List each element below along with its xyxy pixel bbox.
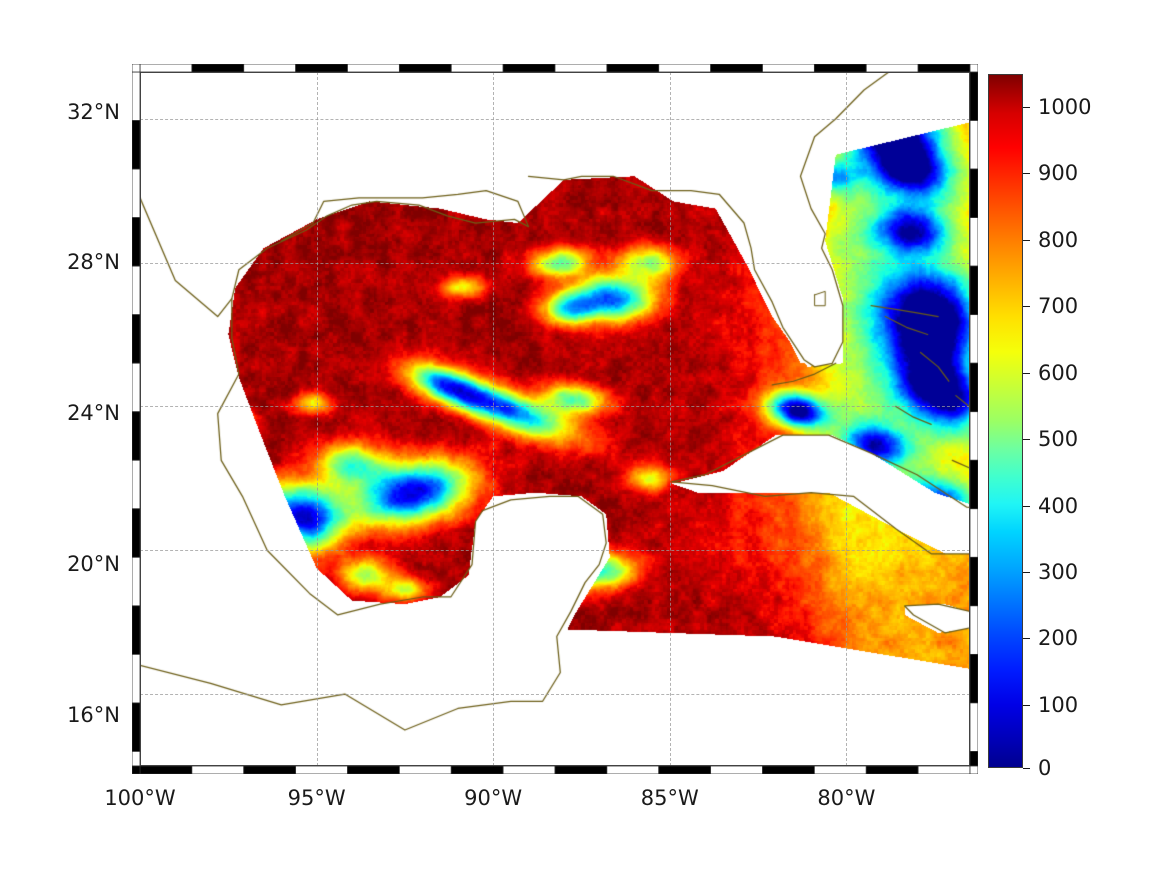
colorbar-gradient [988,74,1023,768]
lat-tick-label-0: 32°N [67,99,120,124]
lon-tick-label-1: 95°W [287,786,346,810]
colorbar-tick-label-1000: 1000 [1038,95,1092,120]
colorbar-tick-label-300: 300 [1038,559,1079,584]
colorbar-tick-600 [1023,372,1030,374]
lon-tick-label-2: 90°W [464,786,523,810]
colorbar-tick-900 [1023,173,1030,175]
lat-tick-label-1: 28°N [67,250,120,275]
colorbar-tick-400 [1023,505,1030,507]
lat-tick-label-4: 16°N [67,703,120,728]
map-axes [140,72,970,766]
colorbar-tick-800 [1023,239,1030,241]
map-plot-surface [140,72,970,766]
colorbar: 1000 900 800 700 600 500 400 300 200 100 0 [988,74,1091,780]
colorbar-tick-200 [1023,638,1030,640]
heatmap-raster [140,72,970,766]
colorbar-tick-700 [1023,306,1030,308]
colorbar-tick-label-800: 800 [1038,227,1079,252]
lon-tick-label-0: 100°W [104,786,176,810]
colorbar-tick-label-900: 900 [1038,161,1079,186]
colorbar-tick-0 [1023,768,1030,769]
colorbar-tick-label-600: 600 [1038,360,1079,385]
colorbar-tick-label-500: 500 [1038,427,1079,452]
lon-tick-label-3: 85°W [640,786,699,810]
lat-tick-label-3: 20°N [67,552,120,577]
colorbar-tick-label-200: 200 [1038,626,1079,651]
lon-tick-label-4: 80°W [817,786,876,810]
lat-tick-label-2: 24°N [67,401,120,426]
colorbar-tick-100 [1023,704,1030,706]
colorbar-tick-label-400: 400 [1038,493,1079,518]
colorbar-tick-label-700: 700 [1038,294,1079,319]
colorbar-tick-label-0: 0 [1038,756,1052,780]
colorbar-tick-300 [1023,571,1030,573]
colorbar-tick-1000 [1023,107,1030,109]
colorbar-tick-label-100: 100 [1038,692,1079,717]
colorbar-tick-500 [1023,439,1030,441]
